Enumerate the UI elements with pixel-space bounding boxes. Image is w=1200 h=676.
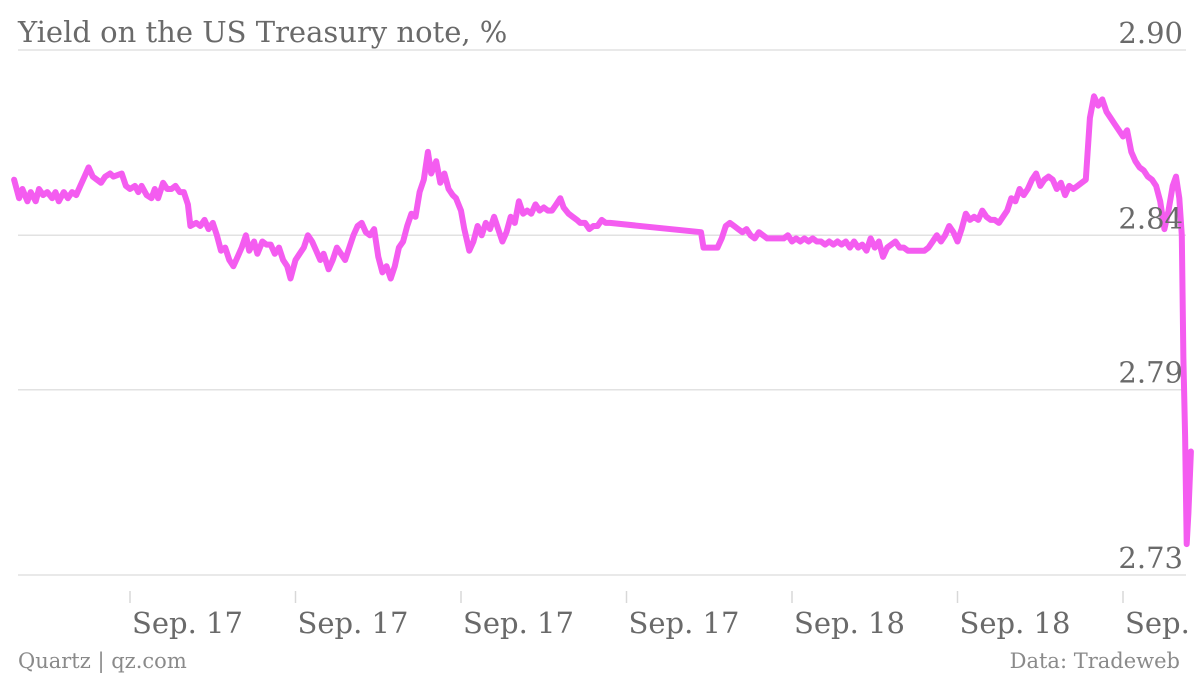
x-tick-label: Sep. 18 — [794, 606, 905, 640]
x-tick-label: Sep. 18 — [960, 606, 1071, 640]
x-tick-label: Sep. 17 — [463, 606, 574, 640]
y-tick-label: 2.90 — [1118, 16, 1183, 50]
y-tick-label: 2.73 — [1118, 541, 1183, 575]
gridlines — [18, 49, 1186, 576]
y-tick-label: 2.79 — [1118, 356, 1183, 390]
x-tick-label: Sep. 17 — [629, 606, 740, 640]
x-tick-label: Sep. 1 — [1125, 606, 1200, 640]
y-axis-labels: 2.90 2.84 2.79 2.73 — [1118, 16, 1183, 575]
chart-title: Yield on the US Treasury note, % — [17, 15, 507, 49]
x-tick-label: Sep. 17 — [132, 606, 243, 640]
footer-source-right: Data: Tradeweb — [1010, 649, 1180, 673]
x-axis: Sep. 17 Sep. 17 Sep. 17 Sep. 17 Sep. 18 Sep. … — [129, 591, 1200, 640]
x-tick-label: Sep. 17 — [298, 606, 409, 640]
yield-line — [11, 93, 1194, 548]
y-tick-label: 2.84 — [1118, 201, 1183, 235]
footer-source-left: Quartz | qz.com — [18, 649, 187, 674]
